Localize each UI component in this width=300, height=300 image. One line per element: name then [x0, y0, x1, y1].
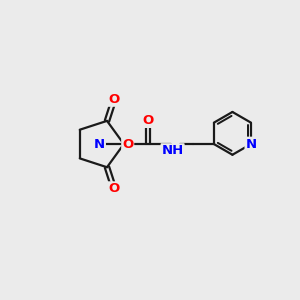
- Text: O: O: [108, 93, 120, 106]
- Text: O: O: [108, 182, 120, 195]
- Text: O: O: [142, 114, 154, 127]
- Text: O: O: [122, 138, 133, 151]
- Text: N: N: [94, 138, 105, 151]
- Text: N: N: [245, 138, 256, 151]
- Text: NH: NH: [161, 144, 184, 157]
